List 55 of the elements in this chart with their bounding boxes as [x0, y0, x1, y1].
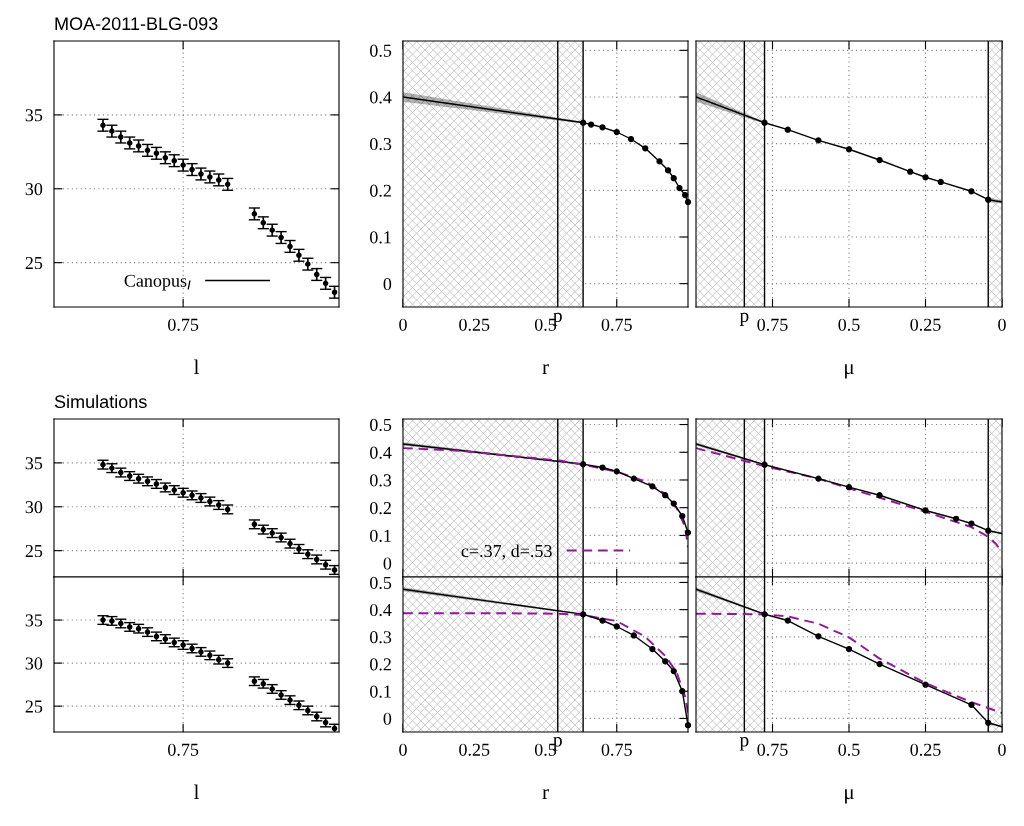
x-axis-title: μ — [845, 364, 854, 379]
y-tick-label: 0.1 — [370, 231, 391, 244]
y-tick-label: 0.3 — [370, 137, 392, 151]
x-tick-label: 0.75 — [757, 743, 788, 756]
x-tick-label: 0 — [399, 743, 407, 756]
y-tick-label: 0.5 — [370, 576, 392, 589]
x-tick-label: 0.25 — [459, 318, 490, 331]
y-tick-label: 30 — [25, 183, 43, 196]
y-tick-label: 0.1 — [370, 529, 391, 542]
y-tick-label: 35 — [25, 614, 43, 627]
y-tick-label: 30 — [25, 501, 43, 514]
x-tick-label: 0.25 — [910, 743, 941, 756]
x-tick-label: 0 — [998, 318, 1006, 331]
x-tick-label: 0.75 — [757, 318, 788, 331]
x-tick-label: 0.75 — [601, 743, 632, 756]
ref-line-label: p — [739, 312, 749, 326]
x-tick-label: 0.25 — [910, 318, 941, 331]
y-tick-label: 0 — [383, 557, 392, 570]
y-tick-label: 0.5 — [370, 44, 392, 57]
x-axis-title: μ — [845, 789, 854, 804]
x-axis-title: r — [542, 789, 549, 799]
legend-label: Canopus$_{I}$ — [124, 274, 191, 291]
legend-label: c=.37, d=.53 — [461, 544, 552, 560]
x-tick-label: 0.25 — [459, 743, 490, 756]
x-tick-label: 0.5 — [838, 318, 860, 331]
x-tick-label: 0.75 — [168, 743, 199, 756]
y-tick-label: 0.4 — [370, 446, 392, 459]
y-tick-label: 25 — [25, 256, 43, 270]
y-tick-label: 35 — [25, 109, 43, 122]
chart-title: MOA-2011-BLG-093 — [55, 17, 218, 31]
y-tick-label: 25 — [25, 544, 43, 558]
y-tick-label: 25 — [25, 700, 43, 713]
x-tick-label: 0.75 — [601, 318, 632, 331]
x-tick-label: 0 — [399, 318, 407, 331]
y-tick-label: 0.2 — [370, 501, 391, 515]
y-tick-label: 0.1 — [370, 685, 391, 698]
y-tick-label: 0 — [383, 277, 392, 291]
x-axis-title: l — [194, 359, 199, 374]
ref-line-label: p — [739, 737, 749, 751]
y-tick-label: 30 — [25, 657, 43, 670]
x-axis-title: r — [542, 364, 549, 374]
x-axis-title: l — [194, 784, 199, 799]
y-tick-label: 0.2 — [370, 184, 391, 197]
chart-title: Simulations — [54, 394, 147, 409]
y-tick-label: 35 — [25, 457, 43, 470]
y-tick-label: 0.2 — [370, 658, 391, 671]
y-tick-label: 0 — [383, 712, 392, 725]
x-tick-label: 0.75 — [168, 318, 199, 331]
x-tick-label: 0.5 — [838, 743, 860, 756]
y-tick-label: 0.4 — [370, 603, 392, 617]
y-tick-label: 0.5 — [370, 418, 392, 432]
y-tick-label: 0.3 — [370, 631, 392, 644]
y-tick-label: 0.4 — [370, 91, 392, 104]
y-tick-label: 0.3 — [370, 474, 392, 487]
x-tick-label: 0 — [998, 743, 1006, 756]
